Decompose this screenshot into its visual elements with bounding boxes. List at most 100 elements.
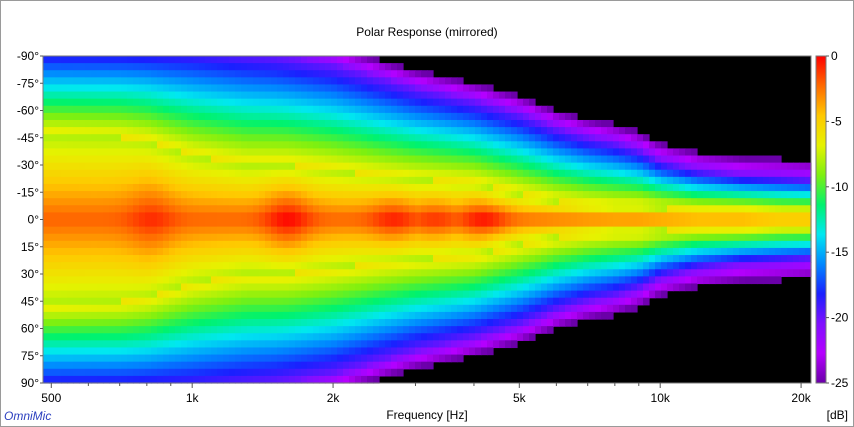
heatmap-cell: [373, 176, 380, 185]
heatmap-cell: [139, 276, 146, 285]
heatmap-cell: [751, 276, 758, 285]
heatmap-cell: [523, 297, 530, 306]
heatmap-cell: [415, 84, 422, 93]
heatmap-cell: [739, 240, 746, 249]
heatmap-cell: [397, 105, 404, 114]
heatmap-cell: [685, 269, 692, 277]
heatmap-cell: [205, 105, 212, 114]
heatmap-cell: [379, 148, 386, 157]
heatmap-cell: [481, 169, 488, 178]
heatmap-cell: [319, 354, 326, 363]
heatmap-cell: [223, 134, 230, 142]
heatmap-cell: [397, 354, 404, 363]
heatmap-cell: [757, 162, 764, 171]
heatmap-cell: [769, 205, 776, 213]
heatmap-cell: [85, 276, 92, 285]
heatmap-cell: [349, 127, 356, 135]
heatmap-cell: [229, 162, 236, 171]
heatmap-cell: [337, 276, 344, 285]
heatmap-cell: [217, 141, 224, 150]
heatmap-cell: [643, 176, 650, 185]
heatmap-cell: [115, 319, 122, 327]
heatmap-cell: [271, 240, 278, 249]
heatmap-cell: [703, 276, 710, 285]
heatmap-cell: [631, 283, 638, 292]
heatmap-cell: [559, 269, 566, 277]
heatmap-cell: [301, 326, 308, 334]
heatmap-cell: [295, 319, 302, 327]
heatmap-cell: [67, 191, 74, 199]
heatmap-cell: [205, 112, 212, 121]
heatmap-cell: [583, 297, 590, 306]
heatmap-cell: [217, 127, 224, 135]
heatmap-cell: [181, 361, 188, 370]
heatmap-cell: [127, 219, 134, 228]
heatmap-cell: [397, 290, 404, 299]
heatmap-cell: [337, 255, 344, 263]
heatmap-cell: [535, 319, 542, 327]
heatmap-cell: [241, 77, 248, 86]
heatmap-cell: [289, 375, 296, 384]
heatmap-cell: [499, 219, 506, 228]
heatmap-cell: [163, 148, 170, 157]
heatmap-cell: [487, 247, 494, 256]
heatmap-cell: [571, 304, 578, 313]
heatmap-cell: [343, 148, 350, 157]
heatmap-cell: [577, 198, 584, 206]
heatmap-cell: [565, 276, 572, 285]
heatmap-cell: [433, 333, 440, 341]
heatmap-cell: [541, 127, 548, 135]
heatmap-cell: [49, 304, 56, 313]
heatmap-cell: [463, 91, 470, 100]
heatmap-cell: [271, 226, 278, 235]
heatmap-cell: [463, 169, 470, 178]
heatmap-cell: [541, 297, 548, 306]
heatmap-cell: [121, 198, 128, 206]
heatmap-cell: [145, 375, 152, 384]
heatmap-cell: [313, 169, 320, 178]
heatmap-cell: [511, 91, 518, 100]
heatmap-cell: [307, 191, 314, 199]
heatmap-cell: [655, 240, 662, 249]
heatmap-cell: [457, 205, 464, 213]
heatmap-cell: [109, 70, 116, 78]
heatmap-cell: [373, 297, 380, 306]
heatmap-cell: [79, 326, 86, 334]
heatmap-cell: [55, 319, 62, 327]
heatmap-cell: [691, 176, 698, 185]
heatmap-cell: [349, 262, 356, 270]
heatmap-cell: [415, 98, 422, 107]
heatmap-cell: [307, 119, 314, 128]
heatmap-cell: [529, 191, 536, 199]
heatmap-cell: [511, 290, 518, 299]
heatmap-cell: [433, 84, 440, 93]
heatmap-cell: [421, 276, 428, 285]
heatmap-cell: [301, 297, 308, 306]
heatmap-cell: [469, 297, 476, 306]
heatmap-cell: [457, 304, 464, 313]
heatmap-cell: [559, 112, 566, 121]
heatmap-cell: [637, 155, 644, 164]
heatmap-cell: [109, 311, 116, 320]
heatmap-cell: [367, 119, 374, 128]
heatmap-cell: [475, 205, 482, 213]
heatmap-cell: [283, 56, 290, 64]
heatmap-cell: [541, 226, 548, 235]
heatmap-cell: [199, 77, 206, 86]
heatmap-cell: [85, 198, 92, 206]
heatmap-cell: [493, 304, 500, 313]
heatmap-cell: [145, 276, 152, 285]
heatmap-cell: [637, 283, 644, 292]
heatmap-cell: [67, 162, 74, 171]
heatmap-cell: [217, 347, 224, 356]
heatmap-cell: [73, 105, 80, 114]
heatmap-cell: [103, 375, 110, 384]
heatmap-cell: [649, 269, 656, 277]
heatmap-cell: [673, 148, 680, 157]
heatmap-cell: [805, 191, 812, 199]
heatmap-cell: [67, 311, 74, 320]
heatmap-cell: [427, 247, 434, 256]
heatmap-cell: [109, 56, 116, 64]
heatmap-cell: [253, 176, 260, 185]
heatmap-cell: [523, 98, 530, 107]
